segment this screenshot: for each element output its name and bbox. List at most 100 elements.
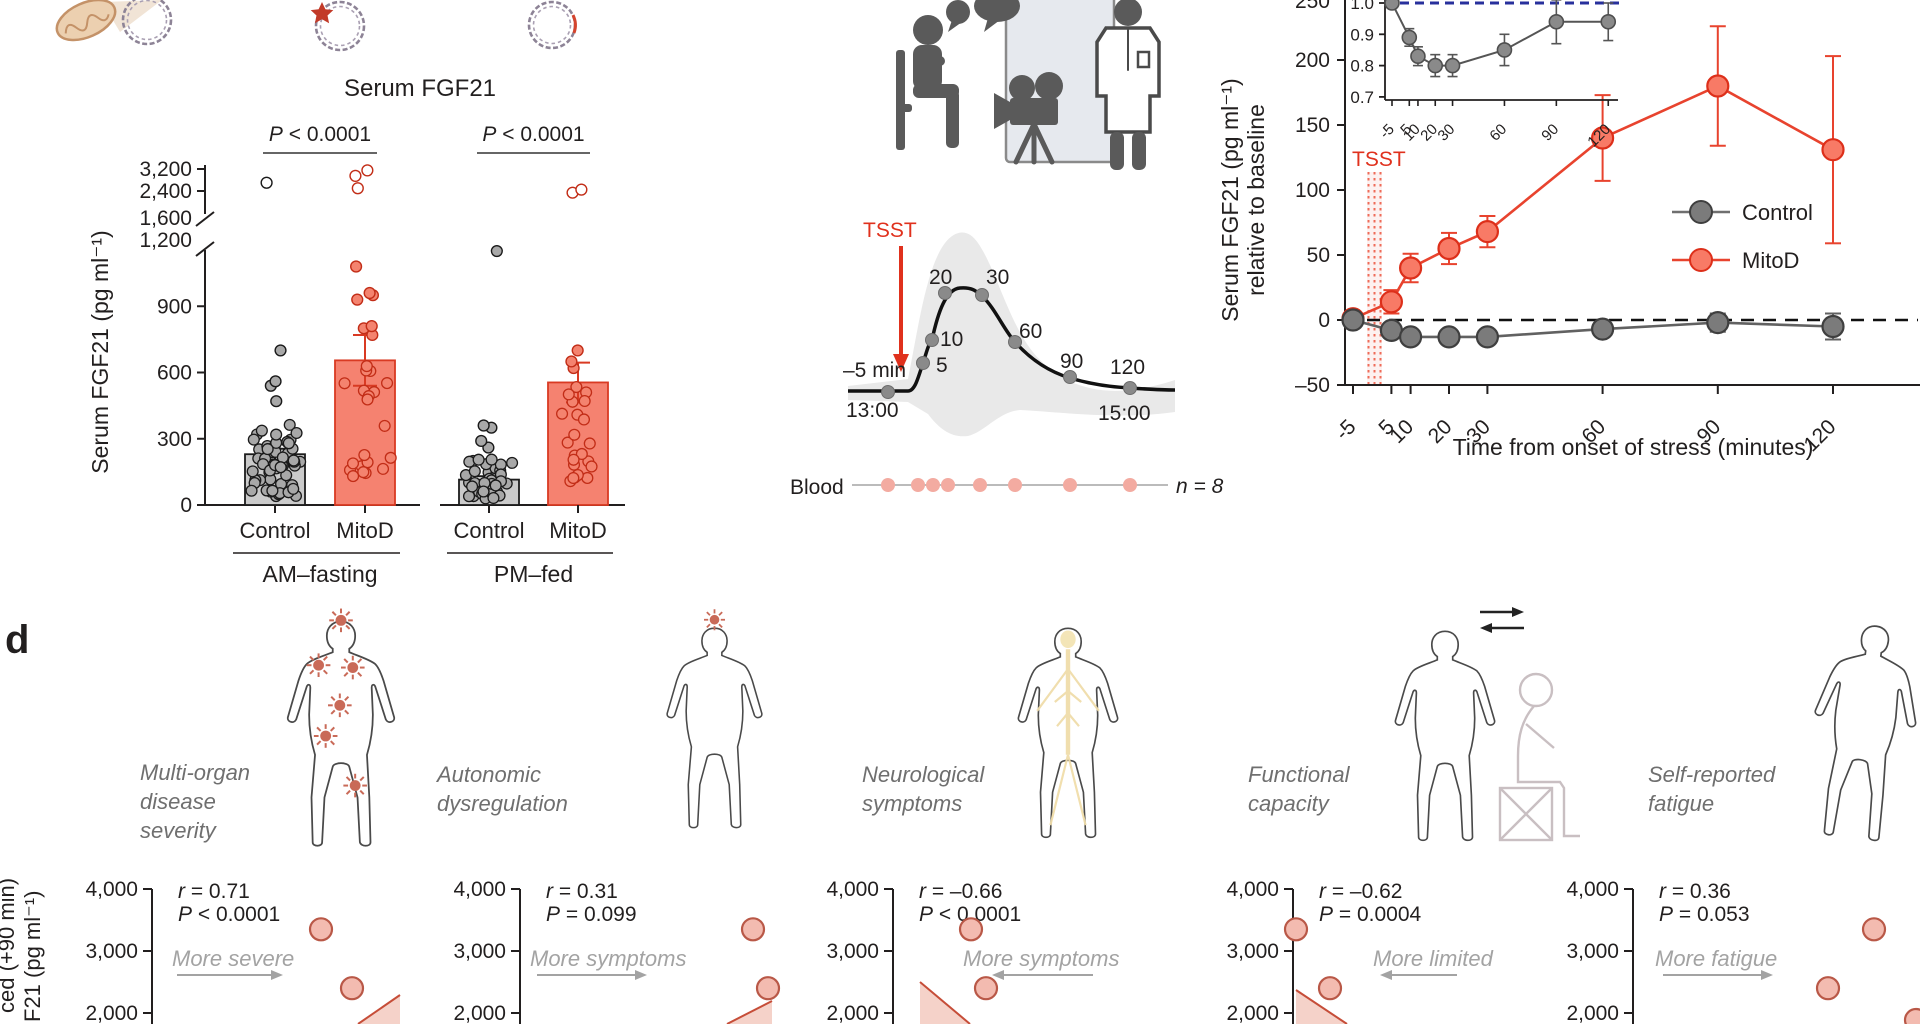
timepoint-label: 20 <box>929 266 952 289</box>
stress-response-panel: Serum FGF21 (pg ml⁻¹) relative to baseli… <box>1217 0 1920 460</box>
series-marker <box>1590 317 1615 341</box>
mini-y-tick-label: 3,000 <box>85 940 138 963</box>
inset-x-tick-label: 30 <box>1435 121 1459 145</box>
series-marker <box>1437 325 1461 349</box>
legend: Control MitoD <box>1672 200 1813 273</box>
inset-x-tick-label: -5 <box>1376 121 1397 142</box>
bar-label: Control <box>454 518 525 543</box>
inset-y-tick-label: 0.9 <box>1350 25 1374 44</box>
bar-chart-panel: Serum FGF21 Serum FGF21 (pg ml⁻¹) 0 300 60… <box>87 75 625 587</box>
data-point <box>247 433 260 446</box>
data-point <box>466 480 479 493</box>
body-label-line: Functional <box>1248 762 1351 787</box>
trend-line <box>919 981 971 1024</box>
timepoint-marker <box>1008 335 1022 349</box>
data-point <box>274 344 287 357</box>
data-point <box>477 419 490 432</box>
series-marker <box>1821 138 1845 162</box>
scatter-point <box>740 917 766 942</box>
group-label: PM–fed <box>494 561 573 587</box>
data-point <box>346 457 360 470</box>
arrowhead-icon <box>271 970 283 980</box>
bar-label: MitoD <box>549 518 606 543</box>
y-tick-label: 900 <box>157 295 192 318</box>
mtdna-ring-edited-icon <box>527 0 577 50</box>
data-point <box>378 419 391 432</box>
timepoint-label: 90 <box>1060 350 1083 373</box>
y-tick-label: 0 <box>1318 309 1330 332</box>
data-point <box>575 183 588 196</box>
timepoint-label: –5 min <box>843 359 906 382</box>
exchange-arrows-icon <box>1480 607 1524 633</box>
ring-edit-mark <box>571 14 577 34</box>
p-value-label: P = 0.099 <box>546 903 637 926</box>
p-value-label: P < 0.0001 <box>178 903 280 926</box>
scatter-point <box>1283 917 1309 942</box>
r-value-label: r = 0.71 <box>178 880 250 903</box>
body-label-line: disease <box>140 789 216 814</box>
r-value-label: r = –0.62 <box>1319 880 1402 903</box>
data-point <box>360 360 373 373</box>
data-point <box>266 484 279 497</box>
direction-annotation: More fatigue <box>1655 946 1777 971</box>
mini-y-tick-label: 4,000 <box>1566 878 1619 901</box>
direction-annotation: More limited <box>1373 946 1494 971</box>
trend-line <box>357 994 401 1024</box>
data-point <box>363 286 376 300</box>
inset-marker <box>1410 48 1426 65</box>
p-value-label: P < 0.0001 <box>919 903 1021 926</box>
axis-break-mark <box>195 241 215 257</box>
data-point <box>283 418 296 431</box>
line-chart-x-label: Time from onset of stress (minutes) <box>1453 434 1814 460</box>
scatter-point <box>1317 976 1343 1001</box>
data-point <box>556 407 569 420</box>
line-chart-y-label-1: Serum FGF21 (pg ml⁻¹) <box>1217 78 1243 321</box>
bar-chart-y-label: Serum FGF21 (pg ml⁻¹) <box>87 230 113 473</box>
red-star-icon <box>310 2 334 24</box>
light-beam-shape <box>102 0 162 32</box>
series-marker <box>1821 314 1845 339</box>
chair-back-shape <box>896 50 905 150</box>
data-point <box>274 461 287 474</box>
panel-d-label: d <box>5 618 29 662</box>
data-point <box>381 377 394 390</box>
series-marker <box>1590 126 1615 150</box>
timepoint-label: 10 <box>940 328 963 351</box>
inset-marker <box>1600 13 1617 30</box>
timepoint-marker <box>1123 381 1137 395</box>
y-tick-label: 3,200 <box>139 158 192 181</box>
mini-y-tick-label: 4,000 <box>85 878 138 901</box>
timepoint-label: 5 <box>936 354 948 377</box>
mitochondrion-icon <box>55 0 117 42</box>
disease-burst-icon <box>328 607 354 634</box>
trend-line <box>726 1000 773 1024</box>
panel-d-y-label-fragment-2: F21 (pg ml⁻¹) <box>20 891 45 1022</box>
n-label: n = 8 <box>1176 475 1224 498</box>
data-point <box>583 437 596 450</box>
p-value-label: P < 0.0001 <box>269 123 371 146</box>
scatter-point <box>973 976 999 1001</box>
mini-y-tick-label: 2,000 <box>453 1002 506 1024</box>
r-value-label: r = –0.66 <box>919 880 1002 903</box>
axis-break-mark <box>195 211 215 227</box>
y-tick-label: 2,400 <box>139 180 192 203</box>
y-tick-label: 0 <box>180 494 192 517</box>
timepoint-marker <box>925 333 939 347</box>
tsst-cartoon <box>896 0 1161 170</box>
participant-figure-icon <box>896 15 959 150</box>
series-marker <box>1706 74 1730 98</box>
data-point <box>365 320 378 333</box>
data-point <box>506 456 519 469</box>
end-clock-label: 15:00 <box>1098 402 1151 425</box>
timepoint-marker <box>938 286 952 300</box>
p-value-label: P = 0.053 <box>1659 903 1750 926</box>
seated-figure-icon <box>1498 672 1580 842</box>
scatter-point <box>308 917 334 942</box>
tsst-band <box>1367 172 1382 385</box>
inset-marker <box>1427 57 1444 74</box>
committee-doctor-icon <box>1095 0 1161 170</box>
timepoint-marker <box>975 288 989 302</box>
tsst-arrow-label: TSST <box>863 219 917 242</box>
data-point <box>245 484 258 497</box>
